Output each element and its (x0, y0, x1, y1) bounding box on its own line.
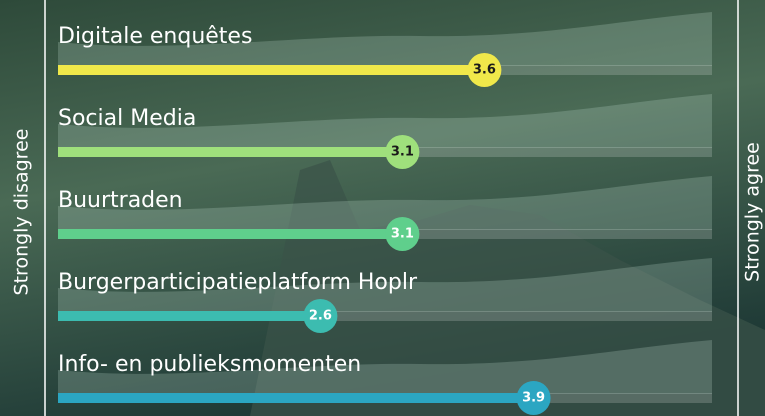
bar (58, 311, 321, 321)
category-label: Social Media (58, 106, 196, 131)
value-circle (303, 299, 338, 333)
value-label: 3.1 (391, 227, 414, 242)
category-label: Buurtraden (58, 188, 183, 213)
bar (58, 147, 403, 157)
bar (58, 65, 485, 75)
left-label: Strongly disagree (11, 129, 33, 296)
category-label: Burgerparticipatieplatform Hoplr (58, 270, 418, 295)
right-label: Strongly agree (742, 142, 764, 282)
value-circle (385, 135, 420, 169)
wave (58, 94, 712, 148)
mountain (250, 160, 765, 416)
category-label: Info- en publieksmomenten (58, 352, 361, 377)
track (58, 311, 712, 321)
value-label: 3.1 (391, 145, 414, 160)
category-label: Digitale enquêtes (58, 24, 252, 49)
value-label: 2.6 (309, 309, 332, 324)
value-circle (516, 381, 551, 415)
wave (58, 258, 712, 312)
wave (58, 340, 712, 394)
wave (58, 12, 712, 66)
value-label: 3.9 (522, 391, 545, 406)
value-circle (385, 217, 420, 251)
bar (58, 393, 534, 403)
wave (58, 176, 712, 230)
value-label: 3.6 (473, 63, 496, 78)
value-circle (467, 53, 502, 87)
bar (58, 229, 403, 239)
